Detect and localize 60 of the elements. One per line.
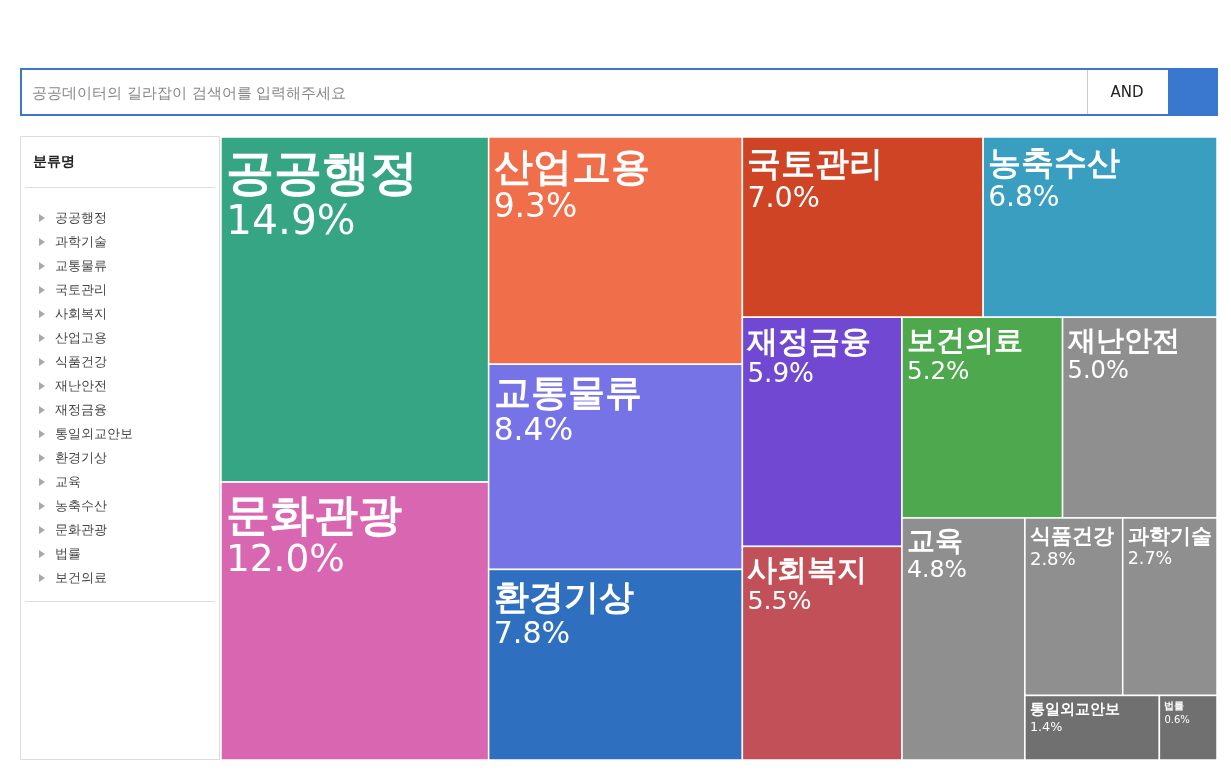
category-label: 환경기상 [493,575,634,617]
tile: 산업고용 9.3% [487,137,744,365]
data-label: 7.8% [493,615,571,651]
data-label: 4.8% [906,555,968,584]
text: 공공행정 [54,209,108,227]
text: 법률 [54,545,82,563]
text: 과학기술 [54,233,108,251]
text: 산업고용 [54,329,108,347]
data-label: 5.0% [1067,355,1129,384]
data-label: 5.9% [747,358,814,389]
text: 농축수산 [54,497,108,515]
category-label: 법률 [1164,700,1185,712]
category-label: 공공행정 [226,144,418,200]
data-label: 5.2% [906,355,970,385]
tile: 농축수산 6.8% [982,137,1217,318]
category-label: 통일외교안보 [1029,700,1120,719]
category-label: 국토관리 [747,143,884,183]
text: 교육 [54,473,82,491]
text: 재정금융 [54,401,108,419]
data-label: 2.8% [1029,548,1076,570]
tile: 보건의료 5.2% [901,316,1064,519]
category-label: 보건의료 [906,323,1023,358]
text: 재난안전 [54,377,108,395]
tile: 재정금융 5.9% [741,316,903,548]
text: 교통물류 [54,257,108,275]
tile: 과학기술 2.7% [1121,517,1217,697]
data-label: 0.6% [1164,714,1190,726]
tile: 환경기상 7.8% [487,568,744,760]
tile: 법률 0.6% [1158,694,1217,760]
text: 환경기상 [54,449,108,467]
text: 공공데이터의 길라잡이 검색어를 입력해주세요 [32,84,347,103]
tile: 식품건강 2.8% [1024,517,1124,697]
tile: 교육 4.8% [901,517,1026,760]
data-label: 7.0% [747,180,820,215]
category-label: 교육 [906,523,963,557]
category-label: 재난안전 [1066,323,1180,357]
text: 사회복지 [54,305,108,323]
data-label: 5.5% [747,586,812,616]
category-label: 농축수산 [988,143,1121,183]
category-label: 사회복지 [747,552,868,588]
text: 식품건강 [54,353,108,371]
tile: 재난안전 5.0% [1061,316,1217,519]
category-label: 재정금융 [746,323,872,360]
text: 분류명 [33,153,75,171]
text: 국토관리 [54,281,108,299]
tile: 공공행정 14.9% [221,137,490,483]
data-label: 2.7% [1127,548,1173,569]
category-label: 과학기술 [1127,523,1212,548]
text: AND [1087,70,1166,114]
category-label: 식품건강 [1029,523,1114,549]
tile: 문화관광 12.0% [221,481,490,760]
tile: 사회복지 5.5% [741,545,903,760]
tile: 교통물류 8.4% [487,363,744,571]
data-label: 1.4% [1029,719,1063,735]
text: 문화관광 [54,521,108,539]
category-label: 산업고용 [493,143,650,189]
text: 통일외교안보 [54,425,133,443]
data-label: 6.8% [988,180,1060,214]
tile: 국토관리 7.0% [741,137,984,318]
text: 보건의료 [54,569,108,587]
